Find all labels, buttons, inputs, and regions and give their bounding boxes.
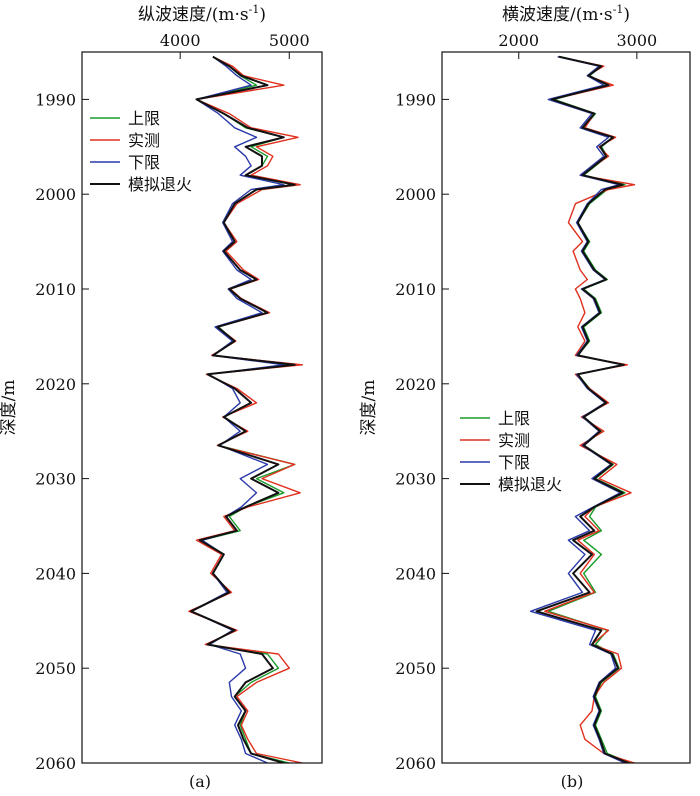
y-tick-label: 2000 bbox=[395, 185, 436, 204]
series-group bbox=[529, 55, 636, 763]
y-tick-label: 2050 bbox=[395, 659, 436, 678]
series-line-1 bbox=[190, 56, 296, 763]
y-tick-label: 2020 bbox=[395, 375, 436, 394]
chart-title: 纵波速度/(m·s-1) bbox=[138, 3, 266, 25]
x-tick-label: 4000 bbox=[160, 31, 201, 50]
legend-label: 实测 bbox=[128, 131, 160, 150]
y-tick-label: 2060 bbox=[395, 754, 436, 773]
panel-label: (a) bbox=[189, 772, 211, 791]
series-line-4 bbox=[535, 55, 629, 763]
legend-label: 下限 bbox=[128, 153, 160, 172]
x-tick-label: 2000 bbox=[498, 31, 539, 50]
panel-a-p-wave-velocity: 纵波速度/(m·s-1) 深度/m 4000 5000 1990 2000 2010 2020… bbox=[0, 3, 323, 791]
panel-label: (b) bbox=[561, 772, 584, 791]
y-tick-label: 2040 bbox=[395, 564, 436, 583]
y-axis-label: 深度/m bbox=[359, 380, 379, 436]
series-group bbox=[188, 55, 304, 763]
chart-title-base: 纵波速度/(m·s bbox=[138, 5, 249, 25]
chart-title-close: ) bbox=[623, 5, 630, 25]
y-tick-label: 2050 bbox=[35, 659, 76, 678]
y-tick-label: 2010 bbox=[395, 280, 436, 299]
y-tick-label: 1990 bbox=[35, 90, 76, 109]
plot-frame bbox=[81, 51, 323, 764]
chart-title-close: ) bbox=[259, 5, 266, 25]
legend-label: 模拟退火 bbox=[128, 175, 192, 194]
chart-title-superscript: -1 bbox=[249, 3, 260, 16]
x-tick-label: 3000 bbox=[616, 31, 657, 50]
x-tick-label: 5000 bbox=[269, 31, 310, 50]
y-tick-label: 2020 bbox=[35, 375, 76, 394]
legend-label: 下限 bbox=[498, 453, 530, 472]
y-tick-label: 1990 bbox=[395, 90, 436, 109]
chart-title-superscript: -1 bbox=[613, 3, 624, 16]
legend-label: 上限 bbox=[128, 109, 160, 128]
chart-title: 横波速度/(m·s-1) bbox=[502, 3, 630, 25]
y-axis-label: 深度/m bbox=[0, 380, 19, 436]
y-tick-label: 2010 bbox=[35, 280, 76, 299]
panel-b-s-wave-velocity: 横波速度/(m·s-1) 深度/m 2000 3000 1990 2000 2010 2020… bbox=[359, 3, 691, 791]
series-line-2 bbox=[188, 56, 304, 763]
y-tick-label: 2000 bbox=[35, 185, 76, 204]
chart-title-base: 横波速度/(m·s bbox=[502, 5, 613, 25]
series-line-2 bbox=[544, 56, 636, 763]
y-tick-label: 2060 bbox=[35, 754, 76, 773]
series-line-3 bbox=[529, 56, 626, 763]
legend-label: 模拟退火 bbox=[498, 475, 562, 494]
y-tick-label: 2040 bbox=[35, 564, 76, 583]
plot-frame bbox=[441, 51, 691, 764]
legend-label: 上限 bbox=[498, 409, 530, 428]
legend-label: 实测 bbox=[498, 431, 530, 450]
y-tick-label: 2030 bbox=[395, 470, 436, 489]
series-line-4 bbox=[190, 55, 296, 763]
y-tick-label: 2030 bbox=[35, 470, 76, 489]
